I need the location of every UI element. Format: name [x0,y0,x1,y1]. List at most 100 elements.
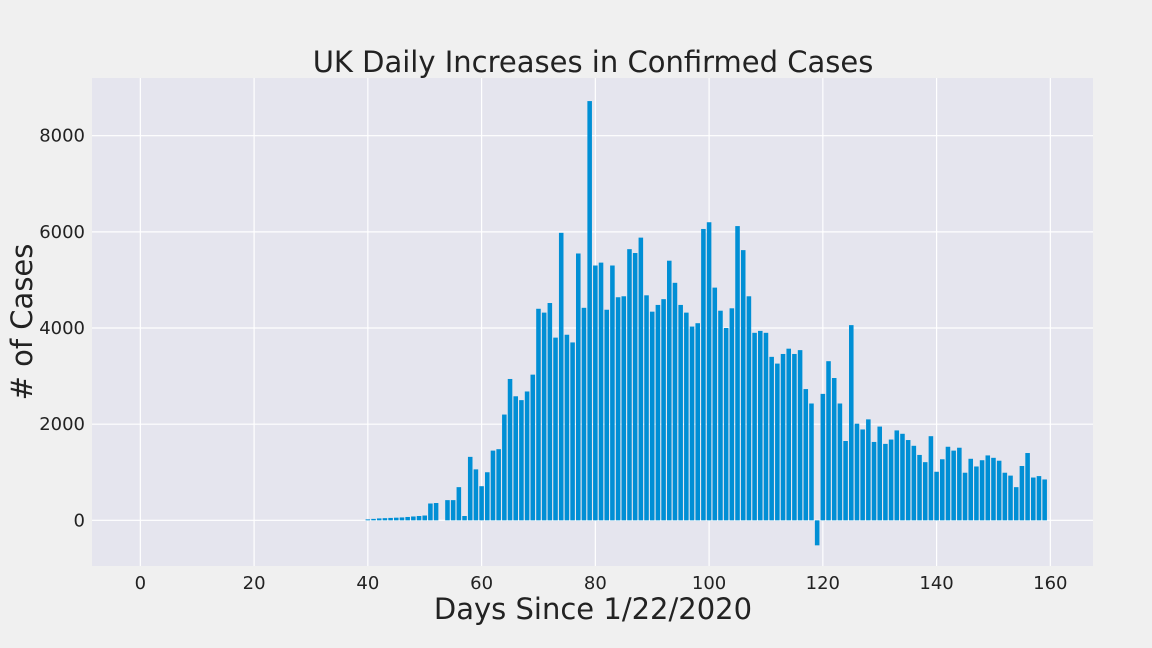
bar [416,515,422,521]
bar [507,378,513,521]
bar [718,310,723,521]
bar [979,460,985,521]
bar [564,334,570,521]
x-tick-label: 60 [470,573,493,594]
bar [462,515,467,521]
bar [803,389,809,521]
bar [1008,475,1013,521]
bar [1031,477,1036,521]
bar [866,419,871,521]
bar [655,304,661,521]
y-tick-label: 0 [74,510,85,531]
bar [996,460,1002,521]
bar [598,262,604,521]
bar [945,446,951,521]
bar [570,342,575,521]
bar [905,440,911,521]
bar [951,450,956,521]
bar [723,328,729,521]
bar [871,441,877,521]
bar [792,353,797,521]
bar [922,462,928,521]
bar [780,353,786,521]
bar [399,517,405,521]
bar [940,459,945,521]
x-tick-label: 120 [806,573,840,594]
y-tick-label: 6000 [39,222,85,243]
bar [928,436,934,521]
bar [524,391,530,521]
bar [814,520,820,546]
bar [974,466,979,521]
x-tick-label: 160 [1033,573,1067,594]
bar [900,433,905,521]
bar [991,457,996,521]
bar [1013,487,1019,521]
bar [371,518,376,521]
bar [541,312,547,521]
bar [831,378,837,521]
bar [558,232,564,521]
bar [394,517,399,521]
bar [422,515,427,521]
bar [615,297,621,521]
bar [1036,476,1042,521]
bar [957,447,962,521]
x-tick-label: 80 [584,573,607,594]
x-tick-label: 100 [692,573,726,594]
bar [809,403,814,521]
chart-title: UK Daily Increases in Confirmed Cases [313,45,874,79]
y-tick-label: 8000 [39,126,85,147]
bar [661,299,666,521]
bar [376,518,382,521]
bar [621,296,627,521]
bar [684,312,689,521]
x-axis-label: Days Since 1/22/2020 [434,592,752,626]
bar [917,454,922,521]
y-tick-labels: 0 2000 4000 6000 8000 [39,126,85,532]
bar [968,458,973,521]
x-tick-label: 0 [135,573,146,594]
bar [485,472,490,521]
bar [695,323,700,521]
bar [1025,453,1030,521]
bar [672,282,678,521]
bar [530,374,536,521]
bar [706,222,712,521]
bar [701,228,706,521]
bar [911,445,917,521]
bar [1002,472,1008,521]
bar [513,396,518,521]
bar [849,325,854,521]
bar [667,260,672,521]
bar [843,440,848,521]
bar [627,249,632,521]
bar [388,517,393,521]
bar [746,296,752,521]
bar [740,250,746,521]
bar [837,403,843,521]
y-axis-label: # of Cases [5,244,39,401]
bar [604,309,609,521]
bar [1019,465,1025,521]
bar [894,430,900,521]
bar [433,503,439,521]
bar [934,471,939,521]
bar [797,350,803,521]
bar [490,450,496,521]
bar [587,101,592,521]
bar [769,356,774,521]
bar [576,253,581,521]
bar [473,469,479,521]
bar [467,456,473,521]
bar [877,426,882,521]
bar [985,455,991,521]
bar [496,449,501,521]
bar [502,414,507,521]
y-tick-label: 4000 [39,318,85,339]
x-tick-label: 20 [243,573,266,594]
bar [428,503,433,521]
bar [519,400,524,521]
bar [854,423,860,521]
